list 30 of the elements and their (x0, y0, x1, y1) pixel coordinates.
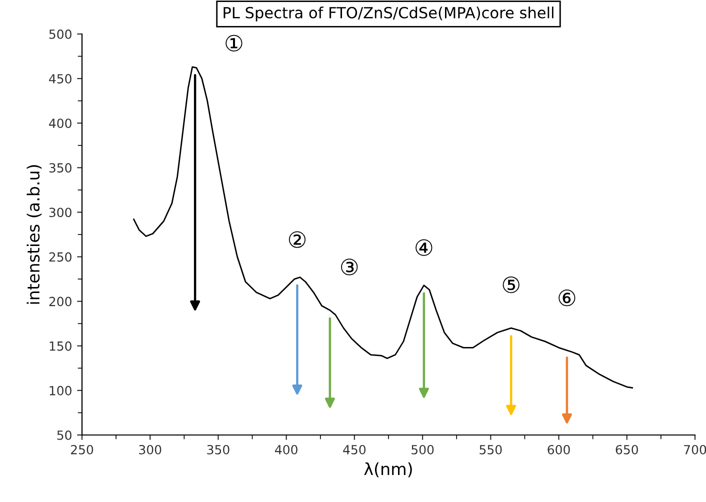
x-tick-label: 300 (139, 444, 162, 454)
annotation: ③ (341, 258, 358, 276)
x-tick-label: 650 (616, 444, 638, 454)
x-axis-title: λ(nm) (364, 462, 412, 478)
y-tick-label: 350 (49, 163, 72, 173)
y-tick-label: 100 (50, 386, 72, 396)
line-series (133, 66, 634, 388)
annotation: ② (288, 231, 306, 248)
y-tick-label: 400 (49, 118, 72, 128)
x-tick-label: 600 (548, 444, 570, 454)
x-tick-label: 500 (412, 444, 434, 454)
y-tick-label: 500 (49, 29, 72, 39)
x-tick-label: 350 (207, 444, 230, 454)
chart-title: PL Spectra of FTO/ZnS/CdSe(MPA)core shell (224, 6, 554, 22)
y-tick-label: 150 (50, 341, 72, 351)
annotation: ⑥ (558, 290, 576, 306)
y-axis-title: intensties (a.b.u) (26, 165, 42, 304)
x-tick-label: 700 (684, 444, 706, 454)
y-tick-label: 50 (57, 430, 72, 440)
annotation: ① (226, 34, 242, 52)
x-tick-label: 450 (343, 444, 366, 454)
annotation: ④ (416, 239, 432, 256)
x-tick-label: 250 (70, 444, 94, 454)
y-tick-label: 300 (49, 208, 72, 218)
annotation: ⑤ (502, 276, 520, 294)
x-tick-label: 400 (275, 444, 298, 454)
y-tick-label: 250 (49, 252, 72, 262)
x-tick-label: 550 (480, 444, 502, 454)
y-tick-label: 200 (49, 296, 72, 306)
y-tick-label: 450 (49, 74, 72, 84)
